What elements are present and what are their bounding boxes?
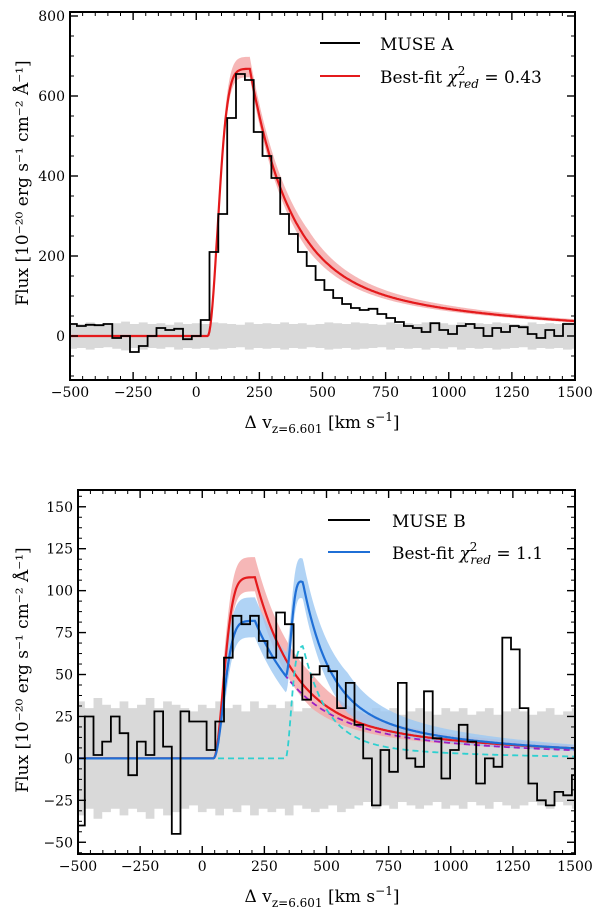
x-tick-label: 500	[309, 385, 336, 401]
x-tick-label: −250	[121, 859, 159, 875]
y-tick-label: 75	[55, 626, 73, 642]
model-uncertainty-bands-top	[70, 56, 575, 337]
tick-labels-bottom: −500 −250 0 250 500 750 1000 1250 1500−50−250255…	[43, 500, 592, 875]
y-tick-label: 150	[46, 500, 73, 516]
y-tick-label: 100	[46, 584, 73, 600]
x-tick-label: 250	[251, 859, 278, 875]
tick-labels-top: −500 −250 0 250 500 750 1000 1250 1500 0 200 400 600…	[38, 9, 593, 401]
model-curve	[78, 580, 575, 760]
legend-label-bestfit-b: Best-fit χ2 red = 1.1	[392, 540, 543, 567]
data-steps-bottom	[78, 611, 575, 835]
x-tick-label: 750	[372, 385, 399, 401]
x-tick-label: −250	[114, 385, 152, 401]
top-panel: −500 −250 0 250 500 750 1000 1250 1500 0 200 400 600…	[12, 9, 593, 436]
noise-band	[78, 698, 575, 819]
x-tick-label: 1000	[431, 385, 467, 401]
y-tick-label: 800	[38, 9, 65, 25]
y-tick-label: −50	[43, 835, 73, 851]
x-tick-label: 750	[375, 859, 402, 875]
y-tick-label: 25	[55, 709, 73, 725]
x-tick-label: 0	[198, 859, 207, 875]
bottom-panel: −500 −250 0 250 500 750 1000 1250 1500−50−250255…	[12, 489, 593, 907]
x-tick-label: 1250	[494, 385, 530, 401]
model-uncertainty-bands-bottom	[78, 557, 575, 759]
y-axis-label-top: Flux [10⁻²⁰ erg s⁻¹ cm⁻² Å⁻¹]	[12, 60, 33, 305]
x-tick-label: 250	[246, 385, 273, 401]
y-tick-label: 0	[56, 329, 65, 345]
data-steps-top	[70, 73, 575, 353]
x-tick-label: −500	[59, 859, 97, 875]
legend-bottom: MUSE B Best-fit χ2 red = 1.1	[328, 512, 543, 567]
legend-label-bestfit-a: Best-fit χ2 red = 0.43	[380, 64, 542, 91]
x-tick-label: −500	[51, 385, 89, 401]
y-tick-label: 50	[55, 668, 73, 684]
y-tick-label: 200	[38, 249, 65, 265]
axes-top	[69, 11, 576, 381]
model-band	[78, 558, 575, 759]
x-tick-label: 500	[313, 859, 340, 875]
x-axis-label-top: Δ vz=6.601 [km s−1]	[245, 410, 400, 436]
noise-band-top	[70, 321, 575, 351]
y-tick-label: 0	[64, 751, 73, 767]
y-tick-label: 400	[38, 169, 65, 185]
y-tick-label: 600	[38, 89, 65, 105]
data-step-line	[78, 611, 575, 835]
model-band	[70, 56, 575, 337]
y-tick-label: 125	[46, 542, 73, 558]
x-tick-label: 0	[192, 385, 201, 401]
model-curves-bottom	[78, 576, 575, 760]
axes-bottom	[77, 489, 576, 855]
data-step-line	[70, 73, 575, 353]
legend-label-muse-b: MUSE B	[392, 512, 466, 532]
legend-label-muse-a: MUSE A	[380, 35, 454, 55]
model-curves-top	[70, 67, 575, 338]
noise-band	[70, 321, 575, 351]
x-tick-label: 1500	[557, 859, 593, 875]
x-tick-label: 1500	[557, 385, 593, 401]
legend-top: MUSE A Best-fit χ2 red = 0.43	[320, 35, 542, 91]
y-axis-label-bottom: Flux [10⁻²⁰ erg s⁻¹ cm⁻² Å⁻¹]	[12, 547, 33, 792]
y-tick-label: −25	[43, 793, 73, 809]
model-curve	[70, 67, 575, 338]
x-tick-label: 1250	[495, 859, 531, 875]
x-axis-label-bottom: Δ vz=6.601 [km s−1]	[245, 884, 400, 907]
x-tick-label: 1000	[433, 859, 469, 875]
noise-band-bottom	[78, 698, 575, 819]
